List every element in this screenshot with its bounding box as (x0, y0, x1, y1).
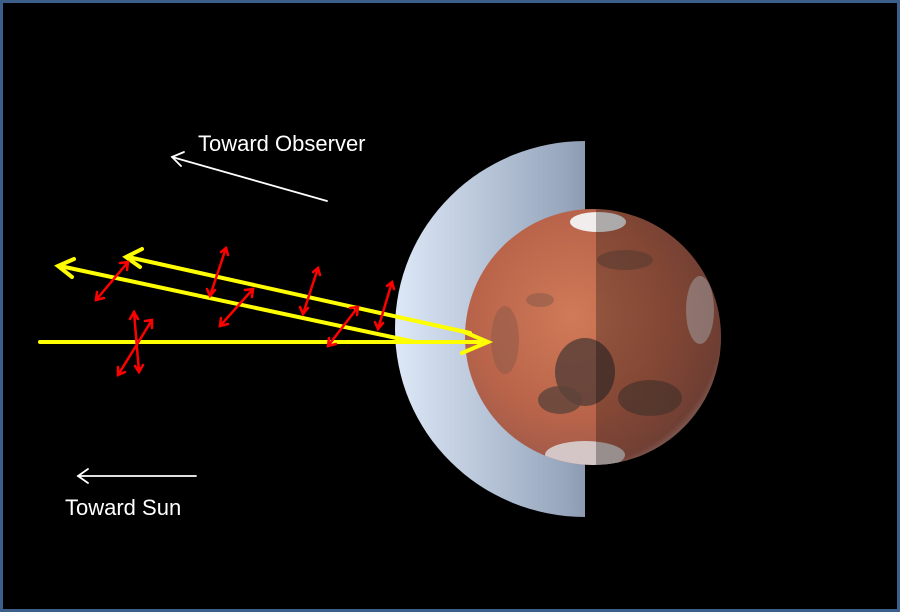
toward-sun-label: Toward Sun (65, 495, 181, 520)
polarization-arrow (218, 287, 255, 328)
polarization-arrows (94, 245, 396, 377)
polarization-arrow (94, 260, 130, 302)
polarization-arrow (128, 309, 145, 375)
polarization-arrow (205, 245, 230, 299)
scattered-rays (54, 247, 472, 344)
observer-direction-arrow (170, 151, 328, 202)
polarization-arrow (326, 305, 360, 348)
polarization-arrow (298, 265, 322, 317)
sun-direction-arrow (76, 468, 197, 484)
polarization-arrow (116, 318, 154, 377)
toward-observer-label: Toward Observer (198, 131, 366, 156)
polarization-arrow (373, 279, 396, 332)
